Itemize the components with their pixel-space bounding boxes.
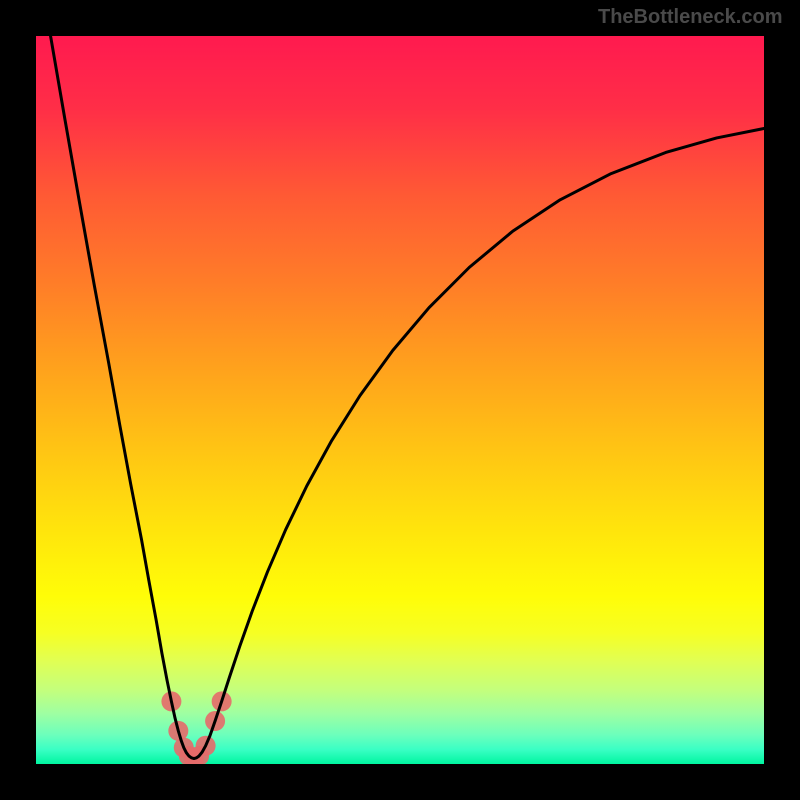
plot-area	[36, 36, 764, 764]
bottleneck-curve	[51, 36, 764, 759]
bottleneck-chart: TheBottleneck.com	[0, 0, 800, 800]
curve-layer	[36, 36, 764, 764]
attribution-label: TheBottleneck.com	[598, 6, 782, 29]
